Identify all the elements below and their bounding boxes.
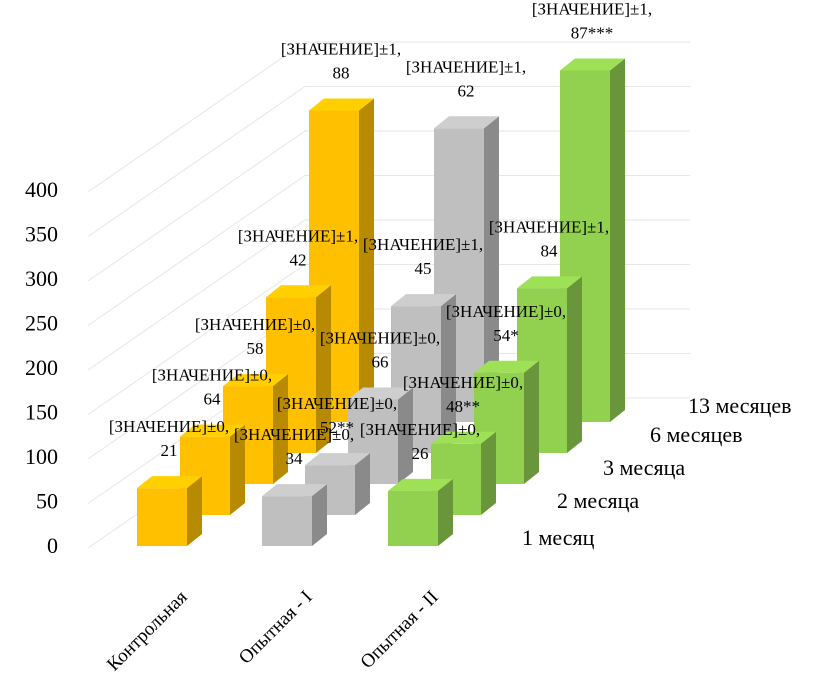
bar-top	[309, 98, 374, 111]
data-label: [ЗНАЧЕНИЕ]±0, 54*	[446, 302, 566, 345]
data-label-line: 21	[161, 441, 178, 460]
bar-top	[431, 431, 496, 444]
bar-side	[398, 387, 413, 484]
data-label-line: [ЗНАЧЕНИЕ]±1,	[489, 217, 609, 236]
data-label: [ЗНАЧЕНИЕ]±0, 66	[320, 328, 440, 371]
x-tick-label: Опытная - II	[357, 587, 443, 673]
bar-top	[388, 478, 453, 491]
data-label: [ЗНАЧЕНИЕ]±0, 64	[152, 366, 272, 409]
data-label: [ЗНАЧЕНИЕ]±1, 87***	[532, 0, 652, 42]
bar-side	[441, 294, 456, 453]
bar	[262, 496, 312, 546]
data-label-line: [ЗНАЧЕНИЕ]±1,	[406, 57, 526, 76]
y-tick-label: 150	[25, 400, 58, 425]
bar-side	[316, 285, 331, 453]
y-tick-label: 250	[25, 311, 58, 336]
data-label-line: 26	[412, 444, 429, 463]
series-label: 1 месяц	[522, 525, 595, 550]
bar-top	[348, 387, 413, 400]
data-label-line: 88	[333, 63, 350, 82]
data-label: [ЗНАЧЕНИЕ]±1, 62	[406, 57, 526, 100]
data-label-line: 52**	[320, 418, 354, 437]
bar-side	[355, 453, 370, 515]
y-tick-label: 0	[47, 533, 58, 558]
data-label: [ЗНАЧЕНИЕ]±0, 48**	[403, 373, 523, 416]
bar-top	[262, 484, 327, 497]
y-tick-label: 350	[25, 222, 58, 247]
data-label-line: [ЗНАЧЕНИЕ]±1,	[532, 0, 652, 18]
x-tick-label: Контрольная	[103, 587, 192, 676]
data-label-line: 84	[541, 241, 559, 260]
bar-top	[266, 285, 331, 298]
bar-top	[517, 276, 582, 289]
bar-side	[359, 98, 374, 422]
y-tick-label: 300	[25, 266, 58, 291]
data-label-line: [ЗНАЧЕНИЕ]±0,	[277, 394, 397, 413]
bar-side	[273, 374, 288, 484]
data-label-line: 87***	[571, 23, 614, 42]
data-label-line: 62	[458, 81, 475, 100]
bar-top	[180, 424, 245, 437]
data-label-line: [ЗНАЧЕНИЕ]±0,	[152, 366, 272, 385]
bar-side	[312, 484, 327, 546]
bar-top	[474, 360, 539, 373]
bar-side	[524, 360, 539, 484]
bar-top	[305, 453, 370, 466]
data-label-line: 66	[372, 352, 389, 371]
data-label-line: [ЗНАЧЕНИЕ]±0,	[320, 328, 440, 347]
x-tick-label: Опытная - I	[235, 587, 317, 669]
bar-top	[223, 374, 288, 387]
data-label: [ЗНАЧЕНИЕ]±0, 34	[234, 425, 354, 468]
bar-side	[438, 478, 453, 546]
bar-top	[391, 294, 456, 307]
series-label: 2 месяца	[557, 488, 639, 513]
data-label-line: 45	[415, 259, 432, 278]
data-label-line: 64	[204, 390, 222, 409]
data-label-line: [ЗНАЧЕНИЕ]±1,	[363, 235, 483, 254]
data-label-line: [ЗНАЧЕНИЕ]±0,	[109, 417, 229, 436]
bar-top	[434, 116, 499, 129]
data-label: [ЗНАЧЕНИЕ]±1, 42	[238, 226, 358, 269]
bar-side	[230, 424, 245, 515]
series-label: 13 месяцев	[688, 393, 792, 418]
data-label-line: 54*	[493, 326, 519, 345]
series-label: 6 месяцев	[650, 422, 743, 447]
data-label-line: 34	[286, 449, 304, 468]
data-label-line: 48**	[446, 397, 480, 416]
bar-side	[610, 58, 625, 422]
bar	[137, 488, 187, 546]
y-tick-label: 50	[36, 489, 58, 514]
bar-side	[567, 276, 582, 453]
data-label: [ЗНАЧЕНИЕ]±0, 26	[360, 420, 480, 463]
data-label-line: 42	[290, 250, 307, 269]
bar-top	[137, 476, 202, 489]
data-label: [ЗНАЧЕНИЕ]±1, 45	[363, 235, 483, 278]
data-label-line: [ЗНАЧЕНИЕ]±0,	[234, 425, 354, 444]
data-label-line: [ЗНАЧЕНИЕ]±1,	[238, 226, 358, 245]
bar-top	[560, 58, 625, 71]
data-label: [ЗНАЧЕНИЕ]±0, 52**	[277, 394, 397, 437]
data-label: [ЗНАЧЕНИЕ]±1, 88	[281, 39, 401, 82]
bar	[388, 490, 438, 546]
grid-line	[87, 41, 690, 193]
data-label-line: [ЗНАЧЕНИЕ]±0,	[446, 302, 566, 321]
y-tick-label: 400	[25, 177, 58, 202]
data-label: [ЗНАЧЕНИЕ]±0, 58	[195, 315, 315, 358]
data-label-line: [ЗНАЧЕНИЕ]±1,	[281, 39, 401, 58]
data-label-line: [ЗНАЧЕНИЕ]±0,	[403, 373, 523, 392]
bar-side	[187, 476, 202, 546]
data-label-line: [ЗНАЧЕНИЕ]±0,	[195, 315, 315, 334]
data-label: [ЗНАЧЕНИЕ]±0, 21	[109, 417, 229, 460]
series-label: 3 месяца	[603, 455, 685, 480]
bar-side	[484, 116, 499, 423]
y-tick-label: 200	[25, 355, 58, 380]
data-label: [ЗНАЧЕНИЕ]±1, 84	[489, 217, 609, 260]
data-label-line: [ЗНАЧЕНИЕ]±0,	[360, 420, 480, 439]
y-tick-label: 100	[25, 444, 58, 469]
bar-side	[481, 431, 496, 515]
data-label-line: 58	[247, 339, 264, 358]
